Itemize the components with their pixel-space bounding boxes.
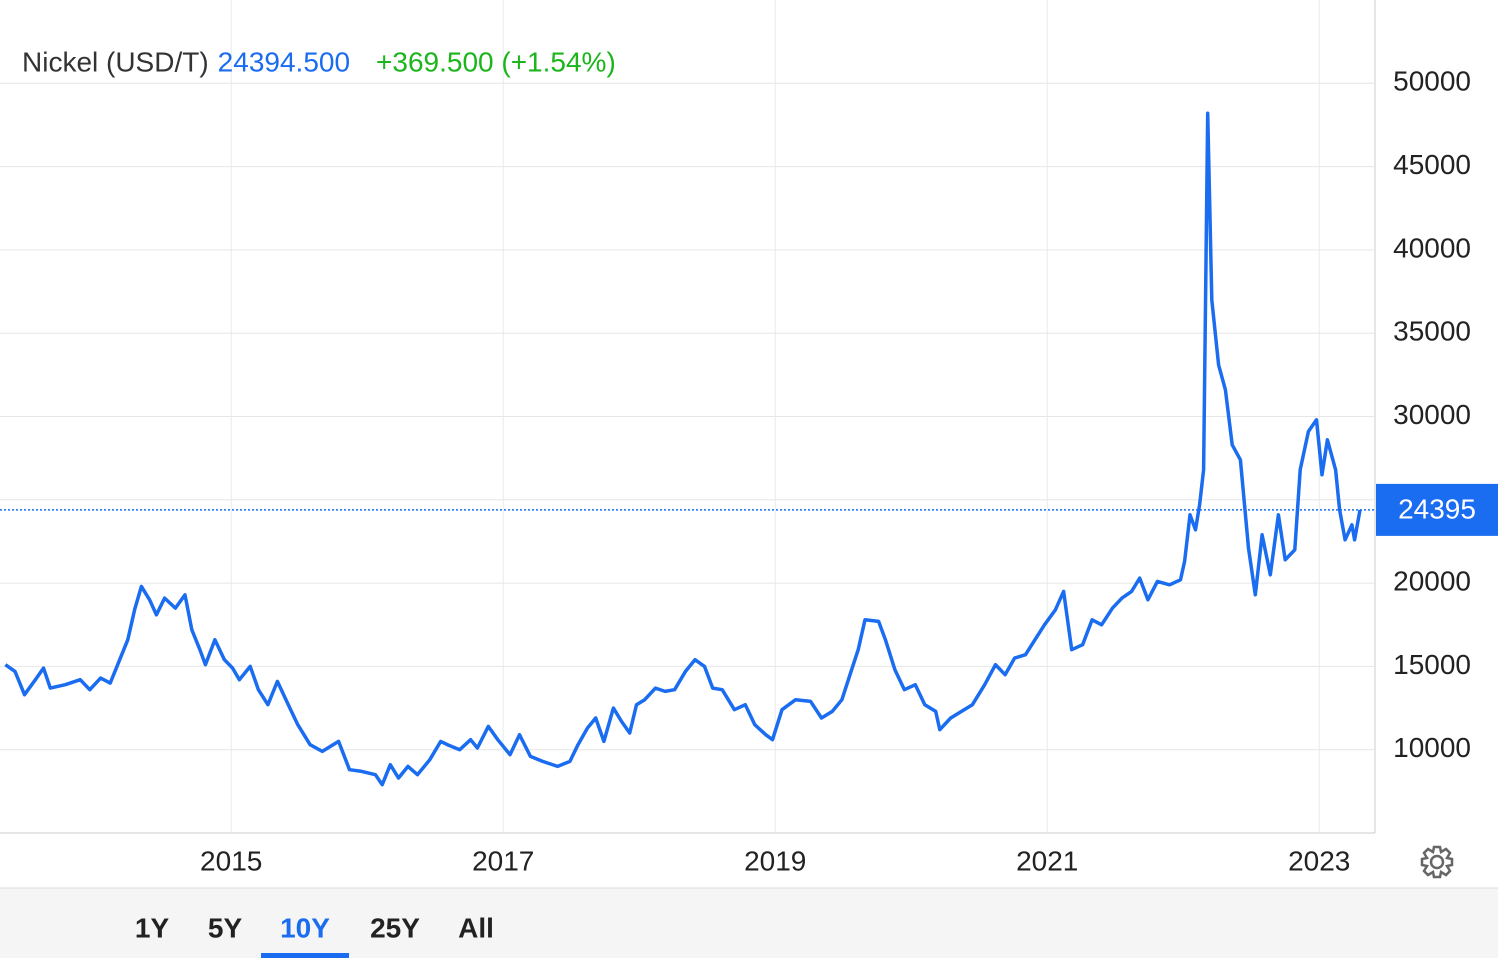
y-tick-label: 15000 [1393,649,1471,680]
range-bar [0,888,1498,958]
x-tick-label: 2023 [1288,845,1350,876]
grid [0,0,1375,833]
y-tick-label: 40000 [1393,232,1471,263]
settings-icon[interactable] [1420,845,1454,879]
settings-icon-center[interactable] [1429,854,1445,870]
settings-icon-gear[interactable] [1420,845,1454,879]
y-tick-label: 20000 [1393,565,1471,596]
y-tick-label: 30000 [1393,399,1471,430]
y-tick-label: 50000 [1393,66,1471,97]
range-button[interactable]: 25Y [370,912,420,943]
x-tick-label: 2021 [1016,845,1078,876]
x-tick-label: 2015 [200,845,262,876]
last-price-label: 24395 [1398,493,1476,524]
y-tick-label: 35000 [1393,316,1471,347]
last-price-badge [1376,483,1498,536]
x-tick-label: 2019 [744,845,806,876]
change: +369.500 (+1.54%) [376,46,616,77]
range-button[interactable]: All [458,912,494,943]
y-tick-label: 45000 [1393,149,1471,180]
x-tick-label: 2017 [472,845,534,876]
price: 24394.500 [218,46,350,77]
range-button[interactable]: 5Y [208,912,243,943]
chart-title: Nickel (USD/T) [22,46,209,77]
labels: 2015201720192021202310000150002000025000… [200,66,1498,876]
plot [0,111,1375,787]
range-button[interactable]: 1Y [135,912,170,943]
range-button[interactable]: 10Y [280,912,330,943]
price-line [4,111,1362,787]
active-range-underline [261,953,349,958]
y-tick-label: 10000 [1393,732,1471,763]
